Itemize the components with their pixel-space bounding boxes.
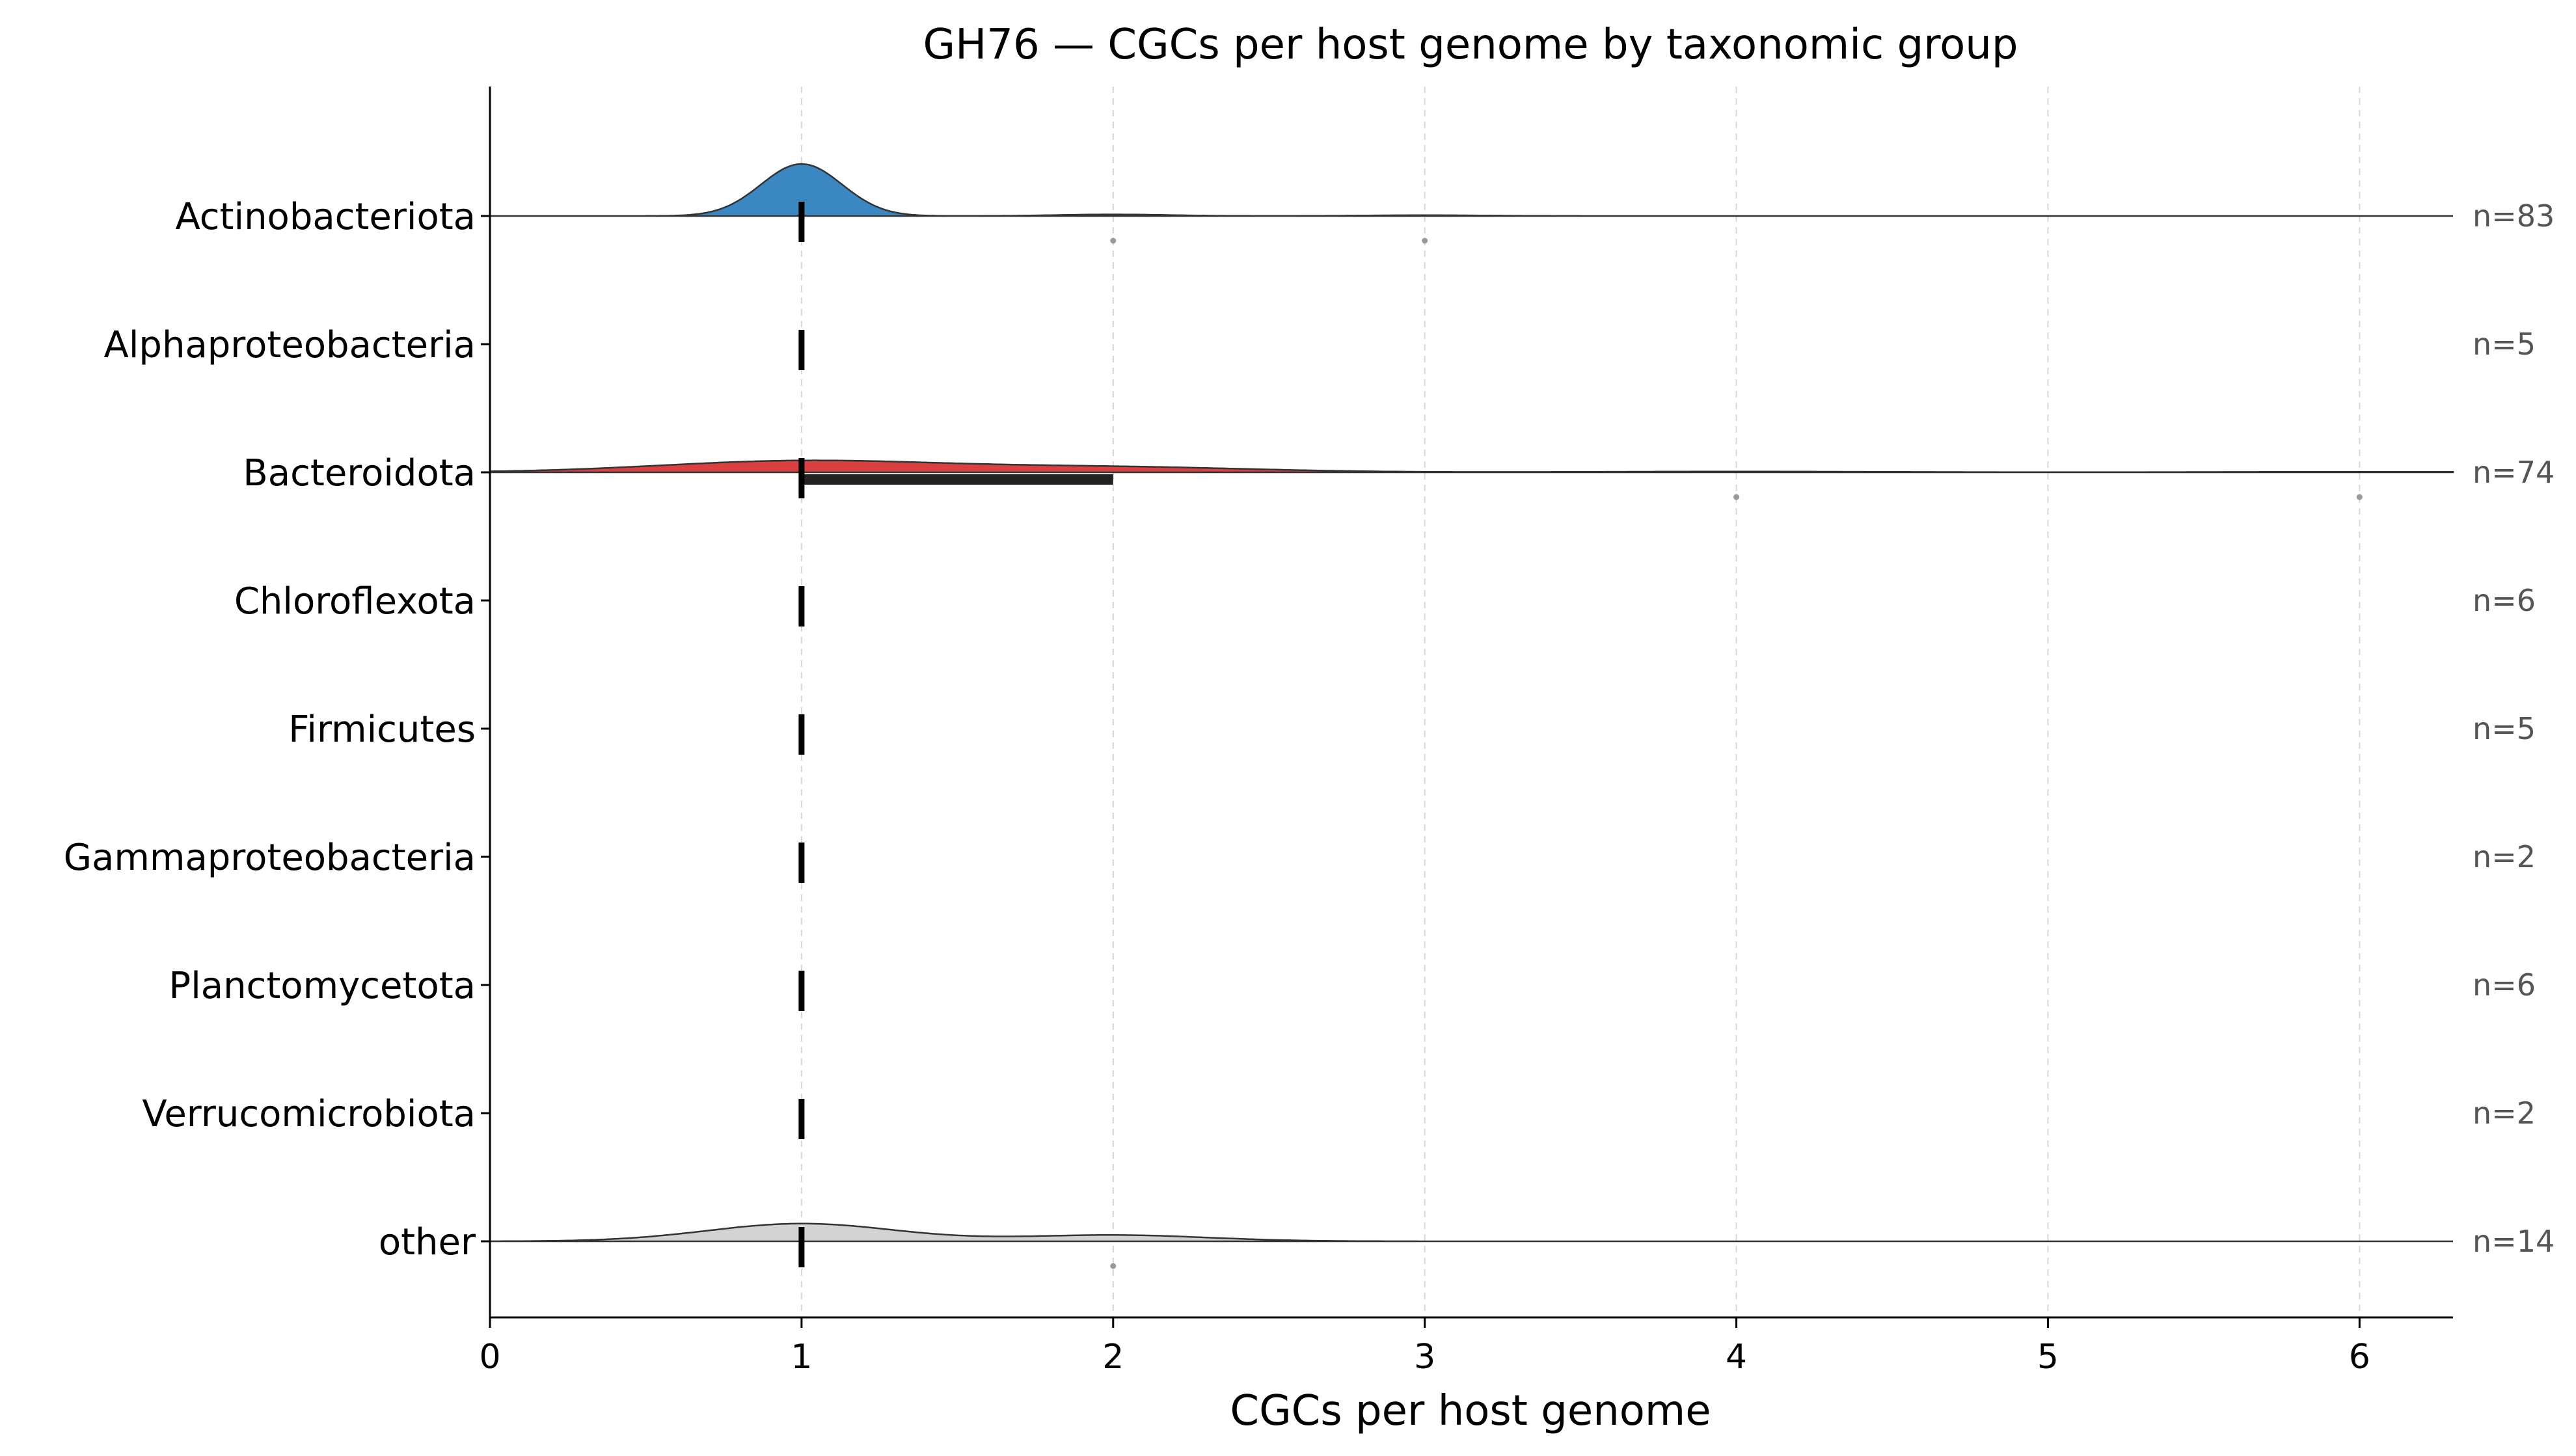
chart-title: GH76 — CGCs per host genome by taxonomic… — [923, 21, 2018, 69]
group-chloroflexota: Chloroflexota n=6 — [234, 580, 2536, 627]
n-label-actinobacteriota: n=83 — [2473, 198, 2555, 234]
x-axis-label: CGCs per host genome — [1230, 1387, 1711, 1435]
x-tick-label-3: 3 — [1414, 1338, 1435, 1377]
n-label-firmicutes: n=5 — [2473, 711, 2536, 746]
outlier-actinobacteriota-0 — [1110, 237, 1117, 244]
x-tick-label-1: 1 — [791, 1338, 812, 1377]
iqr-bar-bacteroidota — [801, 474, 1113, 485]
n-label-verrucomicrobiota: n=2 — [2473, 1096, 2536, 1131]
n-label-planctomycetota: n=6 — [2473, 967, 2536, 1003]
outlier-bacteroidota-1 — [2356, 494, 2363, 500]
outlier-other-0 — [1110, 1263, 1117, 1269]
group-actinobacteriota: Actinobacteriota n=83 — [175, 163, 2555, 244]
outlier-bacteroidota-0 — [1733, 494, 1740, 500]
grid-layer — [489, 87, 2361, 1317]
y-tick-label-alphaproteobacteria: Alphaproteobacteria — [104, 324, 476, 366]
axis-layer: 0 1 2 3 4 5 6 — [479, 87, 2453, 1377]
group-bacteroidota: Bacteroidota n=74 — [243, 452, 2555, 500]
x-tick-label-0: 0 — [479, 1338, 500, 1377]
group-verrucomicrobiota: Verrucomicrobiota n=2 — [142, 1093, 2536, 1139]
y-tick-label-firmicutes: Firmicutes — [288, 708, 476, 751]
group-gammaproteobacteria: Gammaproteobacteria n=2 — [64, 837, 2536, 883]
y-tick-label-planctomycetota: Planctomycetota — [169, 965, 476, 1007]
n-label-chloroflexota: n=6 — [2473, 583, 2536, 618]
y-tick-label-other: other — [379, 1221, 476, 1263]
ridge-actinobacteriota — [490, 163, 2453, 217]
n-label-other: n=14 — [2473, 1224, 2555, 1259]
x-tick-label-2: 2 — [1102, 1338, 1124, 1377]
group-other: other n=14 — [379, 1221, 2555, 1269]
y-tick-label-verrucomicrobiota: Verrucomicrobiota — [142, 1093, 476, 1135]
outlier-actinobacteriota-1 — [1422, 237, 1428, 244]
group-alphaproteobacteria: Alphaproteobacteria n=5 — [104, 324, 2536, 370]
n-label-gammaproteobacteria: n=2 — [2473, 839, 2536, 874]
n-label-bacteroidota: n=74 — [2473, 455, 2555, 490]
x-tick-label-5: 5 — [2037, 1338, 2059, 1377]
ridge-bacteroidota — [489, 459, 2454, 474]
y-tick-label-bacteroidota: Bacteroidota — [243, 452, 476, 494]
y-tick-label-chloroflexota: Chloroflexota — [234, 580, 476, 623]
group-firmicutes: Firmicutes n=5 — [288, 708, 2536, 755]
n-label-alphaproteobacteria: n=5 — [2473, 327, 2536, 362]
y-tick-label-gammaproteobacteria: Gammaproteobacteria — [64, 837, 476, 879]
ridge-other — [489, 1222, 2453, 1243]
x-tick-label-4: 4 — [1726, 1338, 1747, 1377]
y-tick-label-actinobacteriota: Actinobacteriota — [175, 196, 476, 238]
ridge-layer: Actinobacteriota n=83 Alphaproteobacteria n… — [64, 163, 2555, 1269]
x-tick-label-6: 6 — [2349, 1338, 2370, 1377]
group-planctomycetota: Planctomycetota n=6 — [169, 965, 2536, 1011]
